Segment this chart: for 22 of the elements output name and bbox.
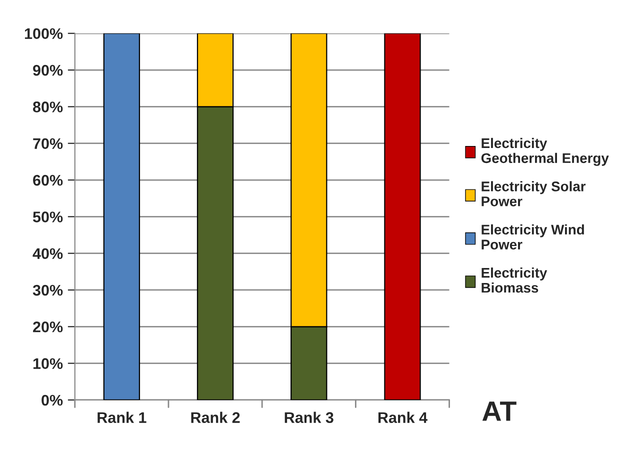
- y-tick-label: 90%: [33, 64, 63, 76]
- x-tick-label: Rank 1: [98, 412, 146, 423]
- y-tick-label: 80%: [32, 102, 63, 112]
- legend-label: Electricity Solar Power: [482, 181, 586, 206]
- y-tick-label: 100%: [24, 28, 63, 40]
- legend-label: Electricity Wind Power: [482, 224, 584, 250]
- y-tick-label: 60%: [33, 174, 63, 186]
- y-tick-label: 10%: [33, 358, 63, 369]
- legend-label: Electricity Biomass: [482, 268, 548, 293]
- bar: [103, 33, 140, 400]
- y-tick-label: 50%: [32, 212, 63, 222]
- legend-label: Electricity Geothermal Energy: [481, 138, 609, 166]
- x-tick-label: Rank 3: [284, 412, 334, 424]
- y-tick-label: 0%: [42, 394, 63, 406]
- y-tick-label: 70%: [33, 138, 63, 150]
- text: AT: [482, 402, 516, 421]
- x-tick-label: Rank 2: [191, 412, 240, 423]
- y-tick-label: 40%: [32, 248, 63, 260]
- x-tick-label: Rank 4: [378, 412, 428, 423]
- bar: [384, 33, 421, 400]
- y-tick-label: 30%: [32, 284, 63, 296]
- y-tick-label: 20%: [33, 322, 63, 332]
